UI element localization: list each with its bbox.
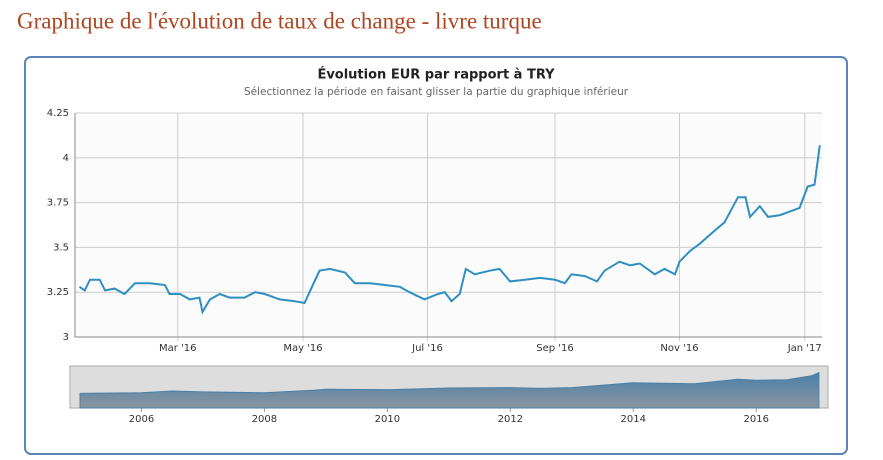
y-tick-label: 3.25 bbox=[47, 287, 69, 298]
line bbox=[78, 145, 821, 315]
x-tick-label: Nov '16 bbox=[660, 343, 698, 354]
x-tick-label: 2006 bbox=[129, 414, 154, 425]
y-tick-label: 3.5 bbox=[53, 242, 69, 253]
x-tick-label: Sep '16 bbox=[536, 343, 574, 354]
x-tick-label: 2016 bbox=[743, 414, 768, 425]
x-tick-label: 2014 bbox=[621, 414, 646, 425]
y-tick-label: 3.75 bbox=[47, 198, 69, 209]
x-tick-label: 2010 bbox=[375, 414, 400, 425]
y-tick-label: 3 bbox=[63, 332, 69, 343]
chart-subtitle: Sélectionnez la période en faisant gliss… bbox=[244, 86, 629, 98]
plot-area bbox=[75, 113, 822, 337]
x-tick-label: Jan '17 bbox=[787, 343, 822, 354]
y-tick-label: 4.25 bbox=[47, 108, 69, 119]
x-tick-label: 2008 bbox=[252, 414, 277, 425]
x-tick-label: Jul '16 bbox=[411, 343, 443, 354]
chart-title: Évolution EUR par rapport à TRY bbox=[317, 67, 555, 83]
area bbox=[79, 371, 820, 409]
x-tick-label: 2012 bbox=[498, 414, 523, 425]
x-tick-label: May '16 bbox=[283, 343, 322, 354]
x-tick-label: Mar '16 bbox=[159, 343, 197, 354]
y-tick-label: 4 bbox=[63, 153, 69, 164]
page-title: Graphique de l'évolution de taux de chan… bbox=[17, 8, 542, 33]
